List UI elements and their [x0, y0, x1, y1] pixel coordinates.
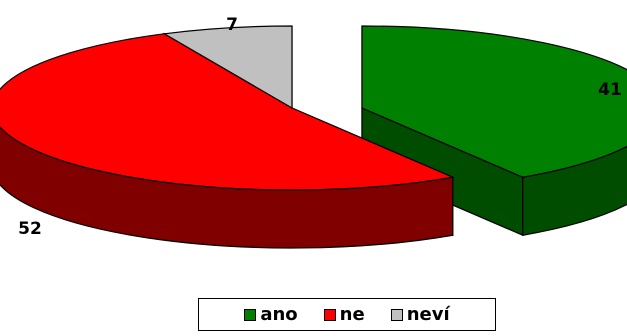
legend-swatch-ano — [244, 308, 257, 321]
legend-swatch-ne — [323, 308, 336, 321]
pie-slice-nevi — [162, 25, 293, 110]
legend-swatch-nevi — [390, 308, 403, 321]
legend-label-ne: ne — [339, 304, 365, 325]
legend-item-ano: ano — [244, 304, 298, 325]
legend-item-ne: ne — [323, 304, 365, 325]
legend: ano ne neví — [198, 298, 496, 331]
pie-slice-ano — [361, 25, 627, 178]
data-label-ne: 52 — [18, 219, 42, 239]
data-label-ano: 41 — [598, 80, 622, 100]
legend-label-ano: ano — [260, 304, 298, 325]
legend-item-nevi: neví — [390, 304, 450, 325]
data-label-nevi: 7 — [226, 15, 238, 35]
pie-rim-ano — [522, 145, 627, 236]
legend-label-nevi: neví — [406, 304, 450, 325]
pie-slice-ne — [0, 33, 455, 191]
